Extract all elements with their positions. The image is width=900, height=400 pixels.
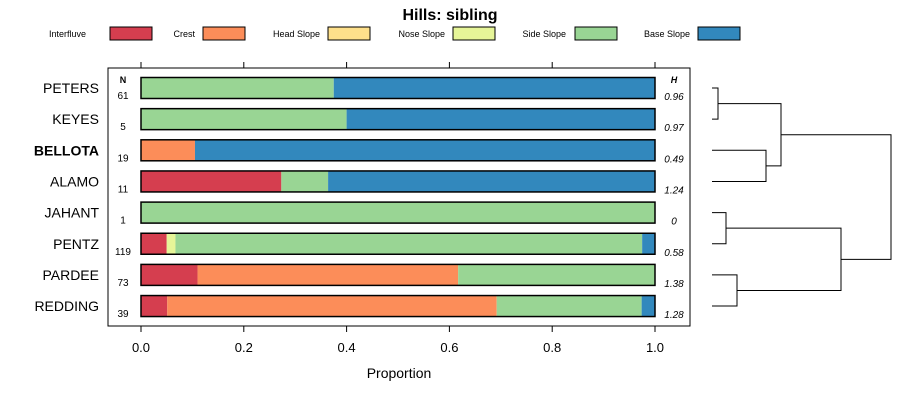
bar-segment-crest [197, 264, 459, 286]
x-tick-label: 1.0 [646, 340, 664, 355]
row-h-value: 0.96 [664, 92, 684, 103]
bar-outline [140, 201, 656, 224]
row-label: PARDEE [42, 267, 99, 283]
row-n-value: 19 [117, 153, 129, 164]
bar-outline [140, 76, 656, 100]
legend-label: Nose Slope [398, 29, 445, 39]
dendrogram-branch [726, 227, 842, 291]
legend: Interfluve Crest Head Slope Nose Slope Side … [49, 26, 741, 41]
bar-segment-nose-slope [166, 233, 176, 255]
chart-title: Hills: sibling [402, 7, 497, 24]
row-n-value: 11 [118, 184, 129, 195]
legend-label: Side Slope [522, 29, 566, 39]
bar-rows: PETERS 61 0.96 KEYES 5 0.97 BELLOTA 19 0.49 ALAMO… [34, 76, 684, 321]
bar-segment-base-slope [194, 139, 655, 161]
row-label: JAHANT [45, 205, 100, 221]
x-tick-label: 0.4 [338, 340, 356, 355]
legend-swatch [109, 26, 153, 41]
x-tick-label: 0.2 [235, 340, 253, 355]
legend-swatch [574, 26, 618, 41]
legend-label: Base Slope [644, 29, 690, 39]
legend-label: Crest [173, 29, 195, 39]
bar-segment-base-slope [346, 108, 655, 130]
bar-segment-side-slope [496, 295, 642, 317]
row-label: PETERS [43, 80, 99, 96]
bar-segment-interfluve [141, 233, 167, 255]
dendrogram-branch [718, 103, 782, 167]
row-n-value: 61 [117, 91, 129, 102]
x-tick-label: 0.8 [543, 340, 561, 355]
legend-swatch [202, 26, 246, 41]
bar-outline [140, 107, 656, 131]
row-n-value: 73 [117, 278, 129, 289]
legend-swatch [452, 26, 496, 41]
row-n-value: 39 [117, 309, 129, 320]
dendrogram-branch [712, 87, 719, 120]
row-h-value: 0.58 [664, 248, 684, 259]
legend-label: Interfluve [49, 29, 86, 39]
bar-outline [140, 294, 656, 318]
bar-outline [140, 139, 656, 162]
x-tick-label: 0.6 [440, 340, 458, 355]
row-h-value: 0.49 [664, 154, 684, 165]
bar-segment-interfluve [141, 264, 198, 286]
dendrogram-branch [712, 274, 738, 307]
row-h-value: 1.24 [664, 185, 684, 196]
dendrogram [712, 87, 892, 307]
bar-outline [140, 232, 656, 255]
bar-segment-side-slope [281, 170, 329, 192]
legend-label: Head Slope [273, 29, 320, 39]
legend-swatch [697, 26, 741, 41]
bar-segment-crest [167, 295, 497, 317]
row-label: ALAMO [50, 173, 99, 189]
bar-outline [140, 170, 656, 193]
row-label: REDDING [34, 298, 99, 314]
bar-segment-base-slope [642, 233, 655, 255]
row-label: KEYES [52, 111, 99, 127]
bar-segment-base-slope [328, 170, 655, 192]
row-n-value: 5 [120, 122, 126, 133]
bar-segment-base-slope [641, 295, 655, 317]
legend-swatch [327, 26, 371, 41]
bar-segment-side-slope [141, 202, 655, 224]
row-h-value: 1.28 [664, 310, 684, 321]
row-n-value: 1 [120, 216, 126, 227]
row-h-value: 0.97 [664, 123, 684, 134]
row-h-value: 0 [671, 217, 677, 228]
row-h-value: 1.38 [664, 279, 684, 290]
bar-segment-interfluve [141, 295, 168, 317]
bar-segment-side-slope [458, 264, 655, 286]
row-label: PENTZ [53, 236, 99, 252]
plot-frame [107, 67, 691, 327]
x-tick-label: 0.0 [132, 340, 150, 355]
bar-segment-side-slope [141, 77, 334, 99]
bar-segment-interfluve [141, 170, 282, 192]
h-column-header: H [671, 75, 678, 85]
bar-segment-side-slope [141, 108, 347, 130]
bar-segment-side-slope [175, 233, 643, 255]
dendrogram-branch [712, 212, 727, 245]
row-label: BELLOTA [34, 142, 99, 158]
bar-segment-crest [141, 139, 195, 161]
x-axis-label: Proportion [367, 365, 432, 381]
x-axis: 0.0 0.2 0.4 0.6 0.8 1.0 [132, 62, 664, 355]
bar-segment-base-slope [333, 77, 655, 99]
dendrogram-branch [781, 134, 892, 260]
row-n-value: 119 [115, 247, 131, 258]
bar-outline [140, 263, 656, 287]
dendrogram-branch [712, 149, 767, 182]
n-column-header: N [120, 75, 127, 85]
